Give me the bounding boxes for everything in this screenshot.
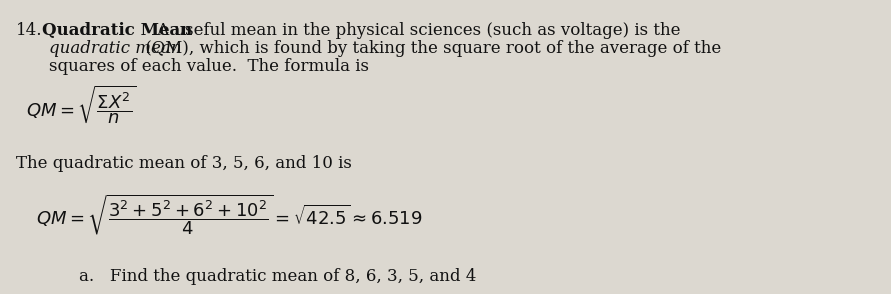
Text: a.   Find the quadratic mean of 8, 6, 3, 5, and 4: a. Find the quadratic mean of 8, 6, 3, 5… (79, 268, 477, 285)
Text: quadratic mean: quadratic mean (49, 40, 182, 57)
Text: The quadratic mean of 3, 5, 6, and 10 is: The quadratic mean of 3, 5, 6, and 10 is (16, 155, 352, 172)
Text: squares of each value.  The formula is: squares of each value. The formula is (49, 58, 369, 75)
Text: 14.: 14. (16, 22, 43, 39)
Text: Quadratic Mean: Quadratic Mean (42, 22, 192, 39)
Text: A useful mean in the physical sciences (such as voltage) is the: A useful mean in the physical sciences (… (152, 22, 681, 39)
Text: $QM = \sqrt{\dfrac{3^2+5^2+6^2+10^2}{4}} = \sqrt{42.5} \approx 6.519$: $QM = \sqrt{\dfrac{3^2+5^2+6^2+10^2}{4}}… (36, 193, 422, 237)
Text: $QM = \sqrt{\dfrac{\Sigma X^2}{n}}$: $QM = \sqrt{\dfrac{\Sigma X^2}{n}}$ (26, 84, 137, 126)
Text: (QM), which is found by taking the square root of the average of the: (QM), which is found by taking the squar… (140, 40, 721, 57)
